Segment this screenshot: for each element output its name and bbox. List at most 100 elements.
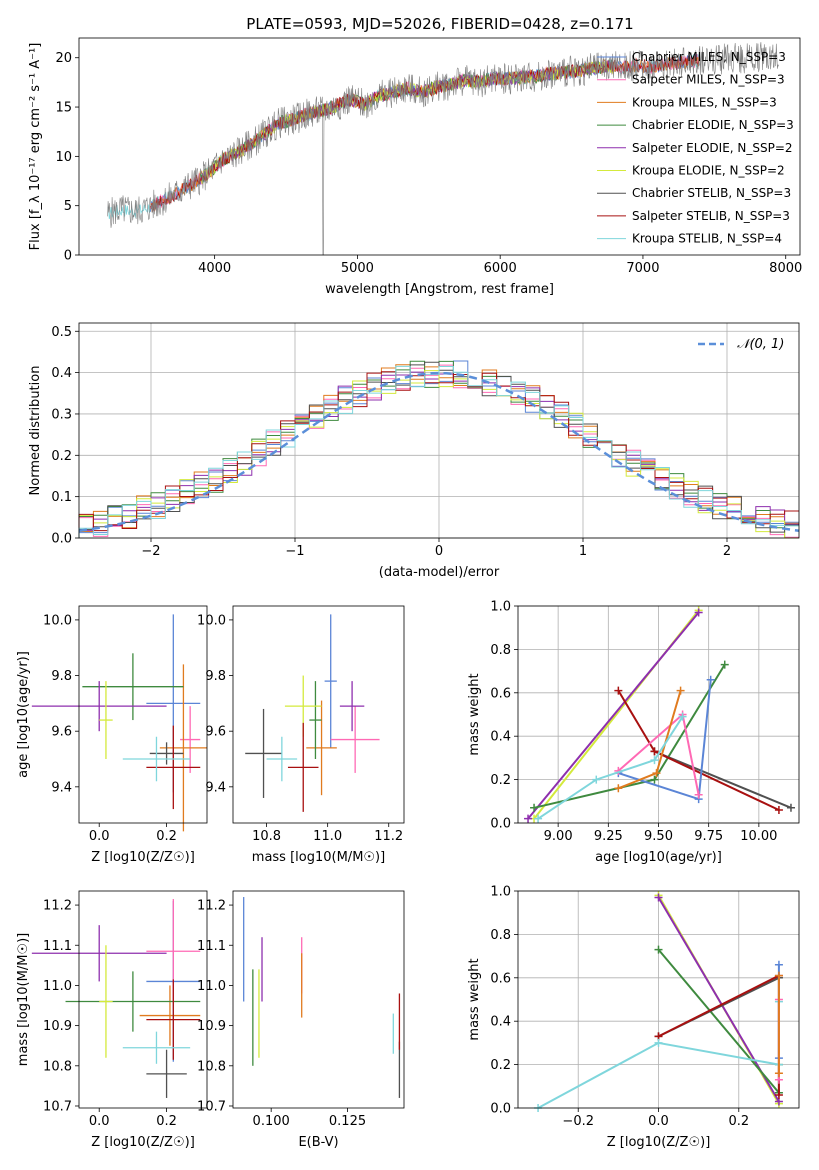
y-axis-label: Normed distribution <box>28 366 43 496</box>
x-tick-label: 1 <box>579 544 587 559</box>
x-tick-label: −1 <box>285 544 304 559</box>
y-tick-label: 0.2 <box>51 449 72 464</box>
mass-weight-line <box>527 611 700 820</box>
x-tick-label: 0.2 <box>156 1114 177 1129</box>
y-tick-label: 0.3 <box>51 407 72 422</box>
residual-histogram-plot: −2 −1 0 1 2 0.0 0.1 0.2 0.3 0.4 0.5 (data-model)/er… <box>28 322 800 580</box>
age-vs-mass-plot: 10.8 11.0 11.2 9.4 9.6 9.8 10.0 mass [log10(M/M… <box>197 605 405 865</box>
y-tick-label: 9.6 <box>51 725 72 740</box>
y-tick-label: 10.9 <box>43 1019 72 1034</box>
y-tick-label: 15 <box>55 101 72 116</box>
y-tick-label: 9.4 <box>205 780 226 795</box>
legend-label: Kroupa ELODIE, N_SSP=2 <box>632 164 785 178</box>
plot-area <box>78 360 800 539</box>
y-tick-label: 10.8 <box>43 1059 72 1074</box>
x-tick-label: 10.8 <box>252 829 281 844</box>
y-tick-label: 11.1 <box>197 939 226 954</box>
spectrum-plot: 4000 5000 6000 7000 8000 0 5 10 15 20 wavelength [… <box>28 37 802 297</box>
x-tick-label: 0 <box>435 544 443 559</box>
data-point-marker <box>694 790 703 799</box>
mass-weight-line <box>654 750 792 809</box>
x-axis-label: Z [log10(Z/Z☉)] <box>91 850 195 865</box>
data-point-marker <box>678 712 687 721</box>
legend-label: 𝒩(0, 1) <box>737 337 784 352</box>
histogram-line <box>78 371 799 538</box>
x-tick-label: 11.2 <box>374 829 403 844</box>
y-axis-label: mass [log10(M/M☉)] <box>16 933 31 1066</box>
x-axis-label: (data-model)/error <box>379 565 500 580</box>
plot-area <box>524 606 795 823</box>
data-point-marker <box>654 893 663 902</box>
plot-area <box>31 614 207 832</box>
data-point-marker <box>774 960 783 969</box>
x-tick-label: 0.0 <box>648 1114 669 1129</box>
axes-frame <box>517 605 800 824</box>
x-tick-label: −0.2 <box>562 1114 594 1129</box>
y-tick-label: 0.8 <box>490 643 511 658</box>
x-tick-label: 11.0 <box>313 829 342 844</box>
y-tick-label: 11.2 <box>43 899 72 914</box>
axes-frame <box>232 605 405 824</box>
x-tick-label: 10.00 <box>740 829 777 844</box>
y-tick-label: 0.0 <box>490 1102 511 1117</box>
axes-frame <box>78 605 208 824</box>
y-tick-label: 11.0 <box>197 979 226 994</box>
mass-vs-ebv-plot: 0.100 0.125 10.7 10.8 10.9 11.0 11.1 11.2 E(B-V) <box>197 890 405 1150</box>
y-tick-label: 0.6 <box>490 971 511 986</box>
x-tick-label: 7000 <box>626 261 659 276</box>
y-tick-label: 9.4 <box>51 780 72 795</box>
y-axis-label: Flux [f_λ 10⁻¹⁷ erg cm⁻² s⁻¹ A⁻¹] <box>28 43 43 251</box>
legend-label: Salpeter ELODIE, N_SSP=2 <box>632 141 793 155</box>
mass-weight-vs-metallicity-plot: −0.2 0.0 0.2 0.0 0.2 0.4 0.6 0.8 1.0 Z [log10(Z/Z… <box>467 885 800 1150</box>
mass-weight-line <box>537 716 684 820</box>
data-point-marker <box>650 756 659 765</box>
plot-area <box>534 891 783 1112</box>
data-point-marker <box>786 803 795 812</box>
data-point-marker <box>614 784 623 793</box>
y-axis-label: mass weight <box>467 673 482 755</box>
data-point-marker <box>774 1069 783 1078</box>
y-tick-label: 0.1 <box>51 490 72 505</box>
x-tick-label: 4000 <box>198 261 231 276</box>
y-axis-label: mass weight <box>467 958 482 1040</box>
data-point-marker <box>676 686 685 695</box>
y-tick-label: 0 <box>64 249 72 264</box>
plot-area <box>243 897 401 1098</box>
mass-vs-metallicity-plot: 0.0 0.2 10.7 10.8 10.9 11.0 11.1 11.2 Z [log10(Z… <box>16 890 208 1150</box>
x-tick-label: 5000 <box>341 261 374 276</box>
legend: 𝒩(0, 1) <box>698 337 784 352</box>
data-point-marker <box>614 686 623 695</box>
y-tick-label: 1.0 <box>490 885 511 900</box>
data-point-marker <box>530 803 539 812</box>
plot-area <box>245 614 380 812</box>
y-tick-label: 10.7 <box>197 1099 226 1114</box>
axes-frame <box>517 890 800 1109</box>
y-tick-label: 9.6 <box>205 725 226 740</box>
model-spectrum-line <box>150 53 700 213</box>
model-spectrum-line <box>150 53 700 213</box>
x-axis-label: mass [log10(M/M☉)] <box>252 850 385 865</box>
y-tick-label: 11.1 <box>43 939 72 954</box>
data-point-marker <box>650 775 659 784</box>
figure-title: PLATE=0593, MJD=52026, FIBERID=0428, z=0… <box>246 15 633 33</box>
data-point-marker <box>650 747 659 756</box>
x-tick-label: 2 <box>723 544 731 559</box>
y-tick-label: 20 <box>55 51 72 66</box>
y-tick-label: 0.8 <box>490 928 511 943</box>
y-tick-label: 9.8 <box>205 669 226 684</box>
y-tick-label: 0.4 <box>490 1015 511 1030</box>
data-point-marker <box>774 1090 783 1099</box>
model-spectrum-line <box>107 53 700 220</box>
axes-frame <box>78 322 800 539</box>
x-tick-label: 0.0 <box>89 1114 110 1129</box>
data-point-marker <box>706 675 715 684</box>
legend-label: Chabrier STELIB, N_SSP=3 <box>632 186 791 200</box>
data-point-marker <box>534 814 543 823</box>
plot-area <box>31 899 201 1098</box>
x-tick-label: 9.50 <box>644 829 673 844</box>
y-tick-label: 5 <box>64 199 72 214</box>
y-tick-label: 0.6 <box>490 686 511 701</box>
y-tick-label: 0.4 <box>51 366 72 381</box>
legend-label: Kroupa STELIB, N_SSP=4 <box>632 232 782 246</box>
